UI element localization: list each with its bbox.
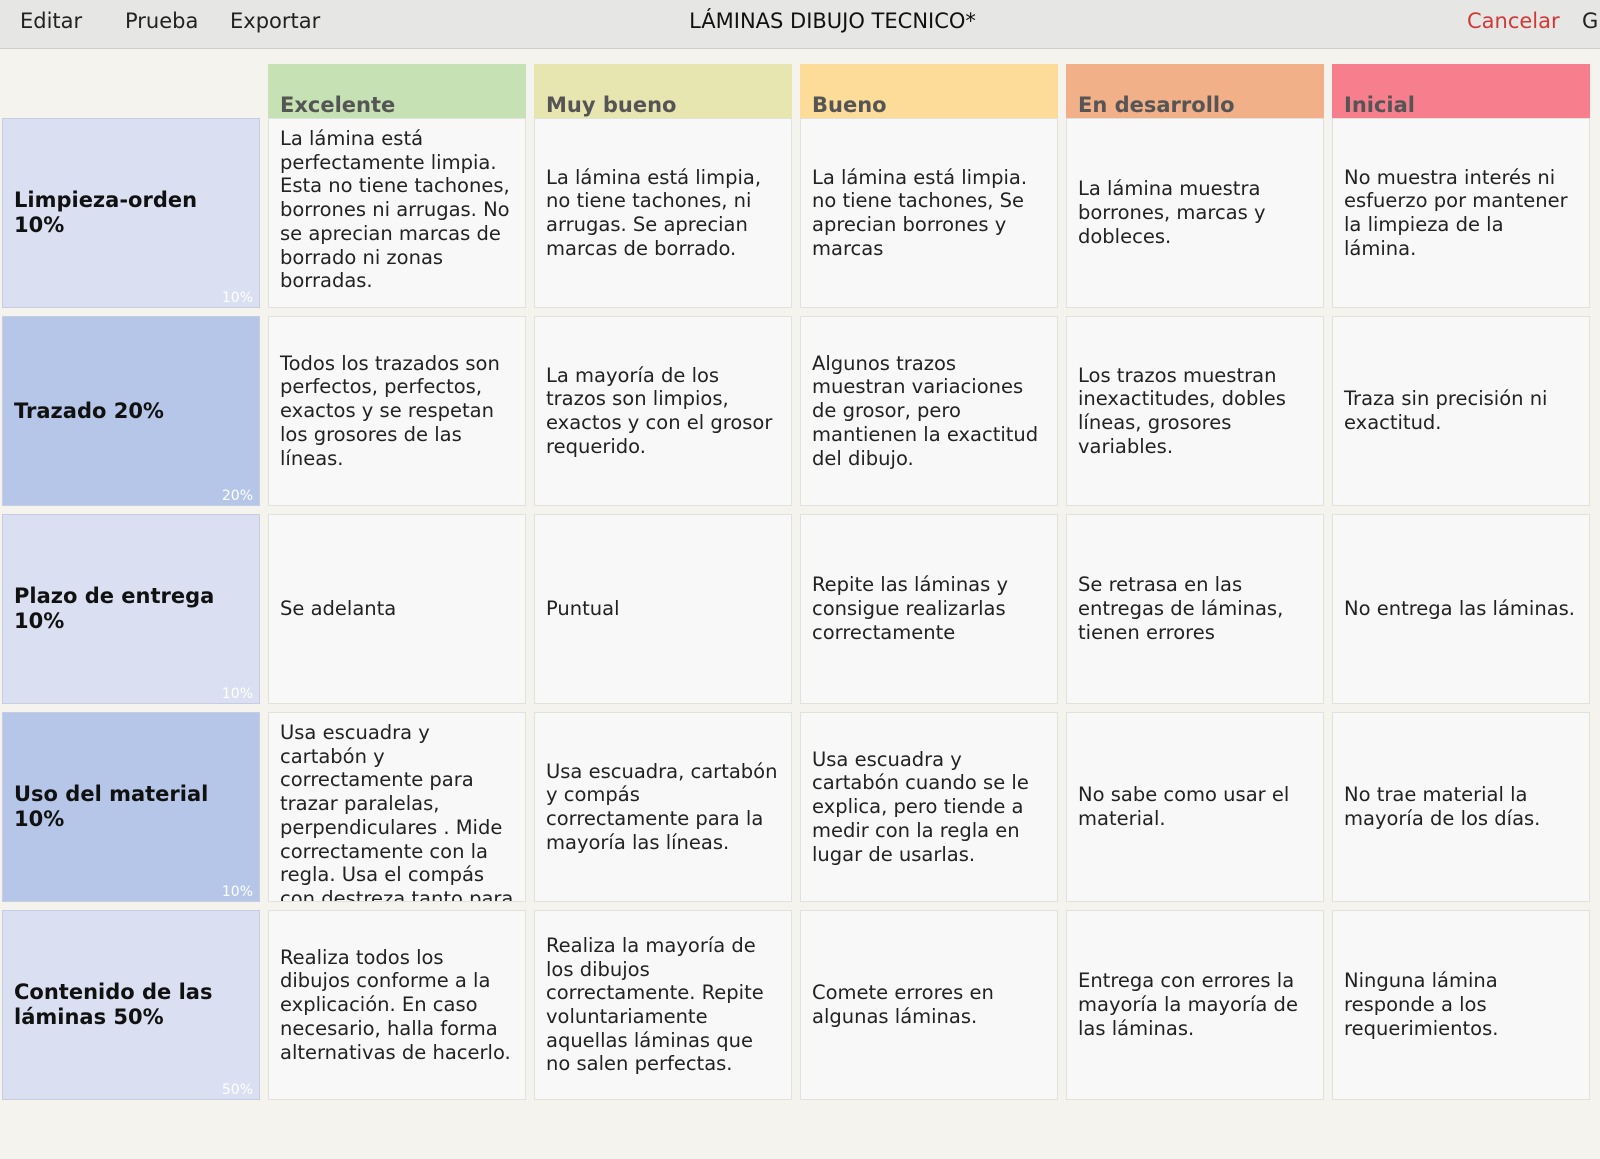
descriptor-cell[interactable]: No entrega las láminas. — [1332, 514, 1590, 704]
descriptor-text: Usa escuadra, cartabón y compás correcta… — [546, 759, 778, 854]
descriptor-cell[interactable]: Usa escuadra, cartabón y compás correcta… — [534, 712, 792, 902]
descriptor-text: Ninguna lámina responde a los requerimie… — [1344, 969, 1499, 1040]
descriptor-cell[interactable]: Todos los trazados son perfectos, perfec… — [268, 316, 526, 506]
descriptor-text: Los trazos muestran inexactitudes, doble… — [1078, 363, 1286, 458]
criterion-cell[interactable]: Trazado 20% 20% — [2, 316, 260, 506]
descriptor-cell[interactable]: Realiza la mayoría de los dibujos correc… — [534, 910, 792, 1100]
descriptor-text: Traza sin precisión ni exactitud. — [1344, 387, 1548, 434]
descriptor-cell[interactable]: No muestra interés ni esfuerzo por mante… — [1332, 118, 1590, 308]
descriptor-cell[interactable]: Comete errores en algunas láminas. — [800, 910, 1058, 1100]
descriptor-text: Entrega con errores la mayoría la mayorí… — [1078, 969, 1298, 1040]
criterion-weight: 50% — [221, 1082, 253, 1098]
save-button-partial[interactable]: G — [1582, 9, 1599, 33]
descriptor-cell[interactable]: Traza sin precisión ni exactitud. — [1332, 316, 1590, 506]
descriptor-cell[interactable]: Algunos trazos muestran variaciones de g… — [800, 316, 1058, 506]
level-label: Inicial — [1344, 93, 1415, 117]
descriptor-cell[interactable]: Los trazos muestran inexactitudes, doble… — [1066, 316, 1324, 506]
level-label: Excelente — [280, 93, 396, 117]
descriptor-cell[interactable]: No sabe como usar el material. — [1066, 712, 1324, 902]
descriptor-cell[interactable]: Realiza todos los dibujos conforme a la … — [268, 910, 526, 1100]
criterion-cell[interactable]: Contenido de las láminas 50% 50% — [2, 910, 260, 1100]
descriptor-text: Usa escuadra y cartabón y correctamente … — [280, 721, 514, 902]
descriptor-cell[interactable]: Ninguna lámina responde a los requerimie… — [1332, 910, 1590, 1100]
descriptor-cell[interactable]: La lámina muestra borrones, marcas y dob… — [1066, 118, 1324, 308]
descriptor-text: No muestra interés ni esfuerzo por mante… — [1344, 165, 1568, 260]
descriptor-cell[interactable]: La lámina está limpia. no tiene tachones… — [800, 118, 1058, 308]
descriptor-text: Puntual — [546, 597, 620, 621]
criterion-weight: 20% — [221, 488, 253, 504]
cancel-button[interactable]: Cancelar — [1467, 9, 1560, 33]
descriptor-cell[interactable]: La mayoría de los trazos son limpios, ex… — [534, 316, 792, 506]
descriptor-text: La lámina está limpia, no tiene tachones… — [546, 165, 762, 260]
level-label: Muy bueno — [546, 93, 677, 117]
edit-button[interactable]: Editar — [20, 9, 83, 33]
descriptor-text: La lámina está perfectamente limpia. Est… — [280, 127, 510, 293]
descriptor-text: No entrega las láminas. — [1344, 597, 1576, 621]
descriptor-cell[interactable]: Usa escuadra y cartabón cuando se le exp… — [800, 712, 1058, 902]
descriptor-text: Realiza la mayoría de los dibujos correc… — [546, 933, 764, 1076]
criterion-weight: 10% — [221, 686, 253, 702]
descriptor-cell[interactable]: Puntual — [534, 514, 792, 704]
descriptor-cell[interactable]: La lámina está limpia, no tiene tachones… — [534, 118, 792, 308]
descriptor-cell[interactable]: Se adelanta — [268, 514, 526, 704]
descriptor-cell[interactable]: No trae material la mayoría de los días. — [1332, 712, 1590, 902]
descriptor-text: Todos los trazados son perfectos, perfec… — [280, 351, 500, 470]
descriptor-cell[interactable]: La lámina está perfectamente limpia. Est… — [268, 118, 526, 308]
descriptor-text: No sabe como usar el material. — [1078, 783, 1290, 830]
criterion-weight: 10% — [221, 884, 253, 900]
descriptor-text: Repite las láminas y consigue realizarla… — [812, 573, 1009, 644]
test-button[interactable]: Prueba — [125, 9, 199, 33]
criterion-cell[interactable]: Plazo de entrega 10% 10% — [2, 514, 260, 704]
document-title: LÁMINAS DIBUJO TECNICO* — [689, 9, 976, 33]
criterion-weight: 10% — [221, 290, 253, 306]
criterion-label: Uso del material 10% — [14, 782, 209, 831]
criterion-cell[interactable]: Uso del material 10% 10% — [2, 712, 260, 902]
descriptor-cell[interactable]: Se retrasa en las entregas de láminas, t… — [1066, 514, 1324, 704]
criterion-label: Limpieza-orden 10% — [14, 188, 198, 237]
descriptor-cell[interactable]: Usa escuadra y cartabón y correctamente … — [268, 712, 526, 902]
descriptor-cell[interactable]: Repite las láminas y consigue realizarla… — [800, 514, 1058, 704]
descriptor-text: Algunos trazos muestran variaciones de g… — [812, 351, 1039, 470]
descriptor-text: Se adelanta — [280, 597, 397, 621]
descriptor-text: Se retrasa en las entregas de láminas, t… — [1078, 573, 1284, 644]
descriptor-text: Comete errores en algunas láminas. — [812, 981, 994, 1028]
level-label: Bueno — [812, 93, 887, 117]
descriptor-text: No trae material la mayoría de los días. — [1344, 783, 1541, 830]
export-button[interactable]: Exportar — [230, 9, 321, 33]
descriptor-text: Realiza todos los dibujos conforme a la … — [280, 945, 511, 1064]
criterion-label: Plazo de entrega 10% — [14, 584, 215, 633]
level-label: En desarrollo — [1078, 93, 1235, 117]
descriptor-text: La lámina está limpia. no tiene tachones… — [812, 165, 1028, 260]
toolbar: Editar Prueba Exportar LÁMINAS DIBUJO TE… — [0, 0, 1600, 49]
criterion-cell[interactable]: Limpieza-orden 10% 10% — [2, 118, 260, 308]
criterion-label: Trazado 20% — [14, 398, 164, 423]
criterion-label: Contenido de las láminas 50% — [14, 980, 213, 1029]
descriptor-text: La lámina muestra borrones, marcas y dob… — [1078, 177, 1266, 248]
descriptor-cell[interactable]: Entrega con errores la mayoría la mayorí… — [1066, 910, 1324, 1100]
descriptor-text: Usa escuadra y cartabón cuando se le exp… — [812, 747, 1029, 866]
descriptor-text: La mayoría de los trazos son limpios, ex… — [546, 363, 773, 458]
